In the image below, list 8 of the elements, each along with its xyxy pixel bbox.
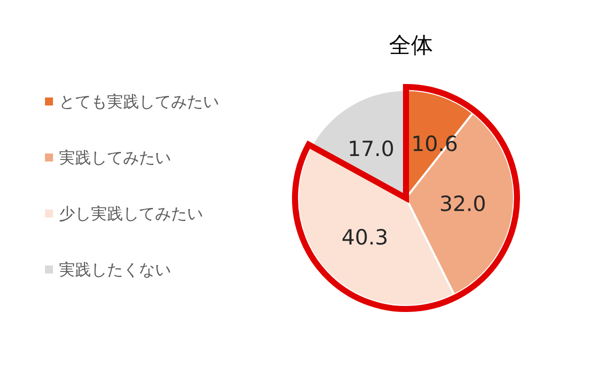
chart-title: 全体: [389, 34, 433, 58]
legend-label: 実践したくない: [59, 260, 171, 279]
legend-label: とても実践してみたい: [59, 92, 219, 111]
legend-label: 実践してみたい: [59, 148, 171, 167]
data-label: 40.3: [342, 226, 388, 250]
legend-label: 少し実践してみたい: [59, 204, 203, 223]
data-label: 32.0: [439, 192, 486, 216]
data-label: 17.0: [348, 136, 394, 161]
